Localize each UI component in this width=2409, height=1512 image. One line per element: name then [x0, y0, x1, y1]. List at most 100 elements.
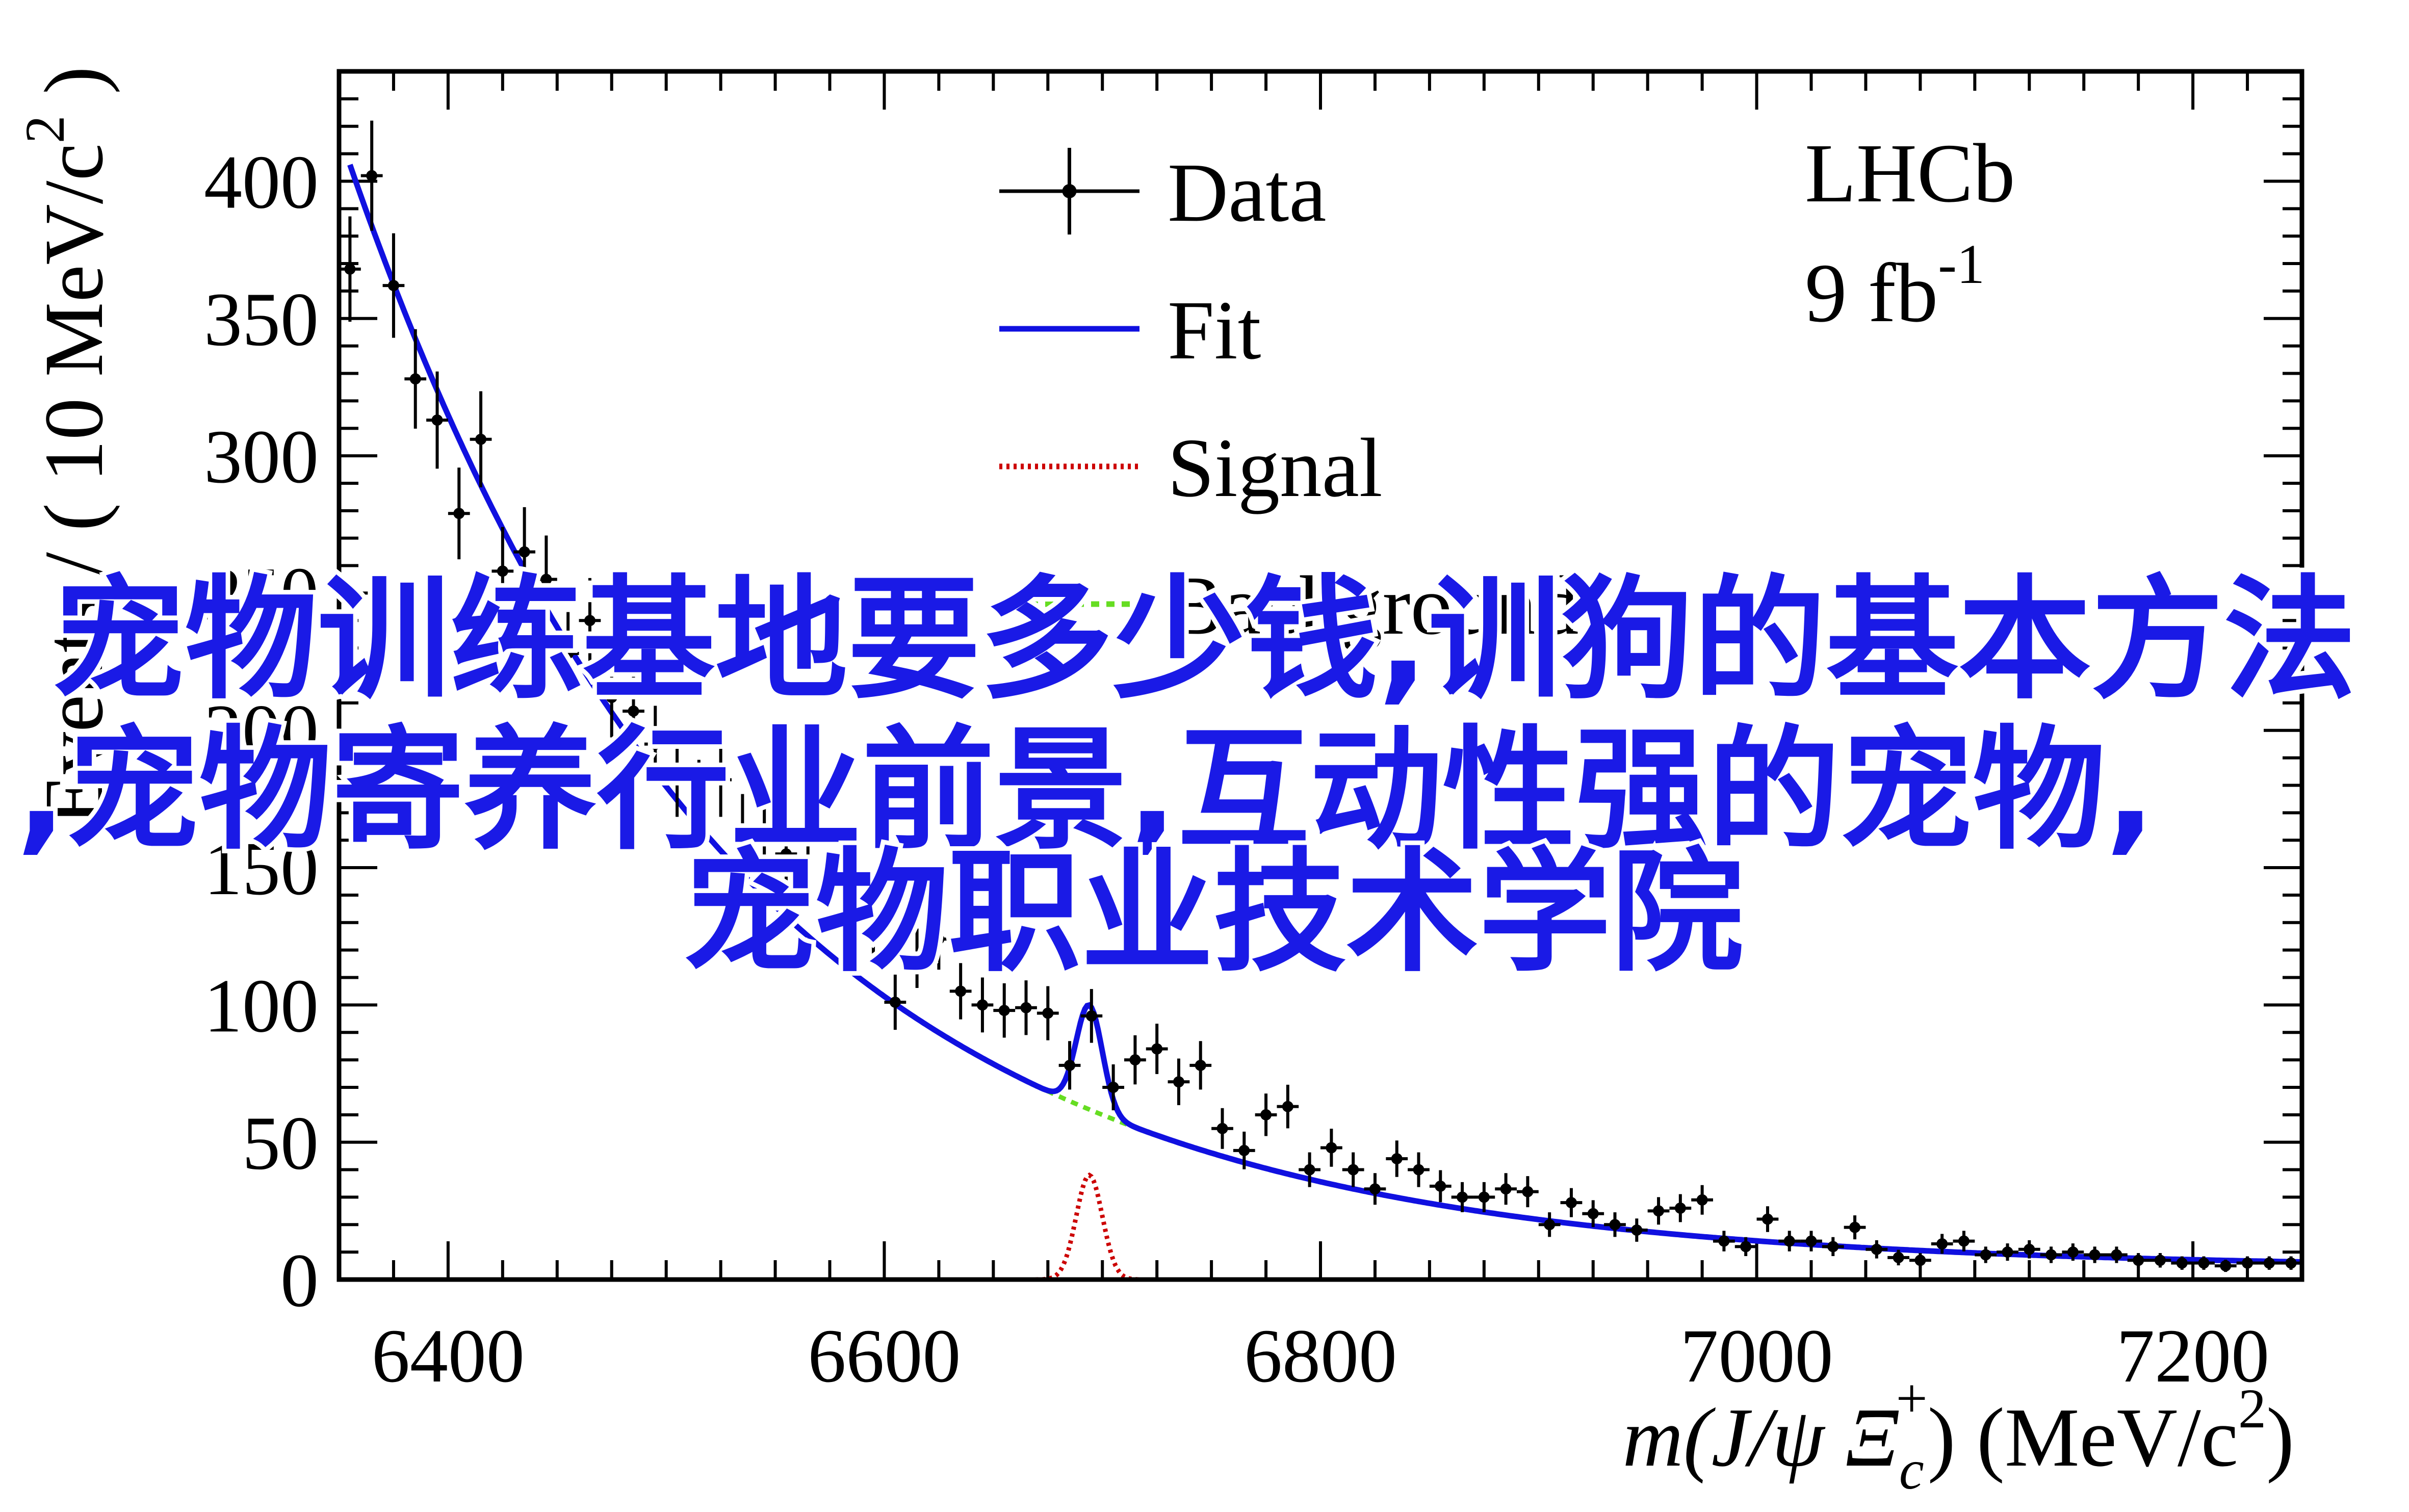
data-point [2171, 1256, 2193, 1270]
data-point [1778, 1231, 1801, 1252]
data-point [1844, 1215, 1866, 1240]
experiment-label: LHCb [1805, 126, 2015, 220]
data-point [2127, 1253, 2149, 1268]
data-point [1168, 1058, 1190, 1105]
data-point [1734, 1237, 1757, 1257]
data-point [2214, 1260, 2237, 1272]
data-point [1364, 1173, 1386, 1205]
x-tick-label: 6600 [808, 1314, 961, 1398]
y-tick-label: 0 [280, 1238, 319, 1323]
data-point [601, 657, 623, 738]
legend: Data Fit Signal Background [999, 146, 1578, 652]
watermark-overlay: 宠物训练基地要多少钱,训狗的基本方法 ,宠物寄养行业前景,互动性强的宠物, 宠物… [12, 559, 2361, 995]
data-point [579, 578, 601, 663]
data-point [884, 974, 906, 1030]
data-point [1887, 1249, 1909, 1266]
legend-label: Data [1168, 146, 1326, 239]
data-point [993, 983, 1016, 1038]
legend-entry-fit: Fit [999, 283, 1261, 377]
data-point [1277, 1084, 1299, 1129]
legend-label: Background [1168, 559, 1578, 652]
legend-entry-signal: Signal [999, 421, 1383, 514]
data-point [557, 612, 579, 695]
data-point [382, 233, 405, 338]
data-point [1058, 1041, 1081, 1090]
data-point [2236, 1256, 2259, 1270]
data-point [404, 329, 427, 429]
data-point [1211, 1108, 1233, 1149]
data-point [623, 671, 644, 751]
legend-entry-background: Background [999, 559, 1578, 652]
data-point [1517, 1176, 1539, 1208]
data-point [666, 743, 688, 817]
data-point [710, 743, 732, 817]
data-point [491, 527, 514, 615]
data-point [1713, 1231, 1735, 1252]
data-point [360, 120, 383, 231]
data-point [2106, 1246, 2128, 1263]
data-point [1909, 1253, 1931, 1268]
data-point [2193, 1256, 2215, 1270]
data-point [339, 216, 361, 322]
data-point [819, 851, 841, 917]
legend-label: Fit [1168, 283, 1261, 377]
data-point [1953, 1231, 1975, 1252]
y-tick-label: 250 [204, 552, 319, 636]
x-tick-label: 6400 [372, 1314, 525, 1398]
data-point [448, 467, 470, 560]
data-point [1473, 1182, 1495, 1212]
data-point [1975, 1246, 1997, 1263]
data-point [732, 794, 754, 865]
data-point [2018, 1240, 2040, 1259]
data-point [1800, 1231, 1822, 1252]
data-point [1604, 1212, 1626, 1237]
data-points-layer [339, 120, 2302, 1272]
data-point [1080, 989, 1103, 1043]
data-point [775, 820, 797, 889]
y-axis-title: Events / ( 10 MeV/c2 ) [14, 66, 120, 825]
fit-curve [347, 164, 2302, 1265]
data-point [1997, 1243, 2018, 1261]
y-tick-label: 200 [204, 689, 319, 774]
data-point [644, 706, 666, 783]
luminosity-label: 9 fb-1 [1805, 233, 1985, 340]
data-point [1320, 1129, 1342, 1167]
y-tick-label: 300 [204, 414, 319, 499]
data-point [426, 371, 448, 469]
data-point [1669, 1194, 1692, 1222]
data-point [1451, 1182, 1473, 1212]
data-point [1691, 1185, 1713, 1215]
data-point [1495, 1173, 1517, 1205]
y-tick-label: 150 [204, 826, 319, 911]
data-point [1866, 1240, 1888, 1259]
data-point [688, 760, 710, 833]
data-point [535, 535, 557, 623]
overlay-line-3: 宠物职业技术学院 [683, 836, 1744, 990]
data-point [1386, 1140, 1408, 1177]
data-point [1189, 1041, 1212, 1090]
data-point [1582, 1200, 1604, 1228]
data-point [2258, 1256, 2281, 1270]
data-point [1822, 1237, 1844, 1257]
data-point [1255, 1093, 1277, 1136]
legend-entry-data: Data [999, 146, 1326, 239]
x-tick-label: 7000 [1680, 1314, 1833, 1398]
data-point [1102, 1064, 1124, 1111]
data-point [2149, 1253, 2171, 1268]
data-point [1299, 1152, 1320, 1187]
overlay-line-2: ,宠物寄养行业前景,互动性强的宠物, [16, 714, 2156, 868]
data-point [1560, 1188, 1583, 1217]
y-tick-label: 50 [242, 1101, 319, 1186]
data-point [2280, 1256, 2302, 1270]
data-point [753, 805, 775, 875]
y-tick-label: 400 [204, 140, 319, 224]
data-point [1756, 1206, 1779, 1232]
data-point [928, 908, 950, 970]
data-point [470, 391, 492, 487]
data-point [1647, 1197, 1670, 1225]
legend-label: Signal [1168, 421, 1383, 514]
data-point [1124, 1035, 1146, 1085]
data-point [1342, 1152, 1364, 1187]
data-point [1233, 1131, 1255, 1169]
